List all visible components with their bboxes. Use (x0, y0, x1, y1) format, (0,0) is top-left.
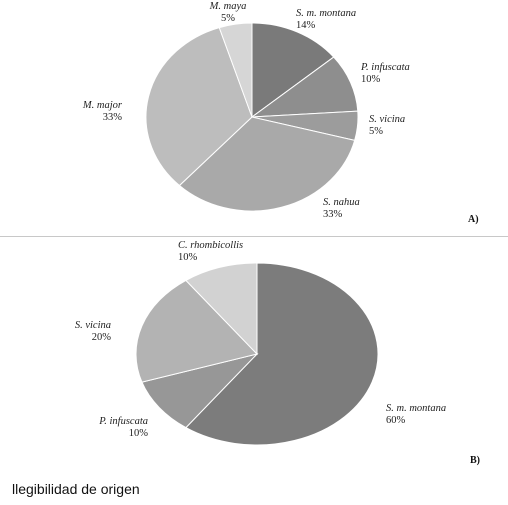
slice-label-s-nahua: S. nahua 33% (323, 197, 360, 220)
slice-label-c-rhombicollis: C. rhombicollis 10% (178, 240, 243, 263)
slice-label-s-m-montana: S. m. montana 14% (296, 8, 356, 31)
pie-chart-a: S. m. montana 14% P. infuscata 10% S. vicina… (0, 0, 508, 237)
pie-slice-m-major (145, 26, 253, 187)
pie-chart-b-svg: S. m. montana 60% P. infuscata 10% S. vicina… (75, 240, 480, 466)
pie-slice-s-vicina (135, 279, 258, 383)
pie-slice-s-nahua (178, 116, 356, 212)
slice-label-s-vicina: S. vicina 5% (369, 114, 405, 137)
pie-slice-m-maya (218, 22, 253, 118)
slice-label-s-m-montana: S. m. montana 60% (386, 403, 446, 426)
slice-label-p-infuscata: P. infuscata 10% (98, 416, 148, 439)
pie-chart-a-svg: S. m. montana 14% P. infuscata 10% S. vicina… (82, 1, 479, 225)
caption: llegibilidad de origen (12, 481, 140, 497)
pie-slice-p-infuscata (141, 353, 259, 429)
pie-slice-c-rhombicollis (185, 262, 258, 356)
panel-tag: A) (468, 214, 479, 225)
pie-chart-b: S. m. montana 60% P. infuscata 10% S. vicina… (0, 237, 508, 473)
slice-label-p-infuscata: P. infuscata 10% (360, 62, 410, 85)
slice-label-m-maya: M. maya 5% (209, 1, 247, 24)
slice-label-s-vicina: S. vicina 20% (75, 320, 111, 343)
pie-slice-s-m-montana (185, 262, 379, 446)
panel-tag: B) (470, 455, 480, 466)
pie-slice-s-m-montana (251, 22, 335, 118)
slice-label-m-major: M. major 33% (82, 100, 123, 123)
